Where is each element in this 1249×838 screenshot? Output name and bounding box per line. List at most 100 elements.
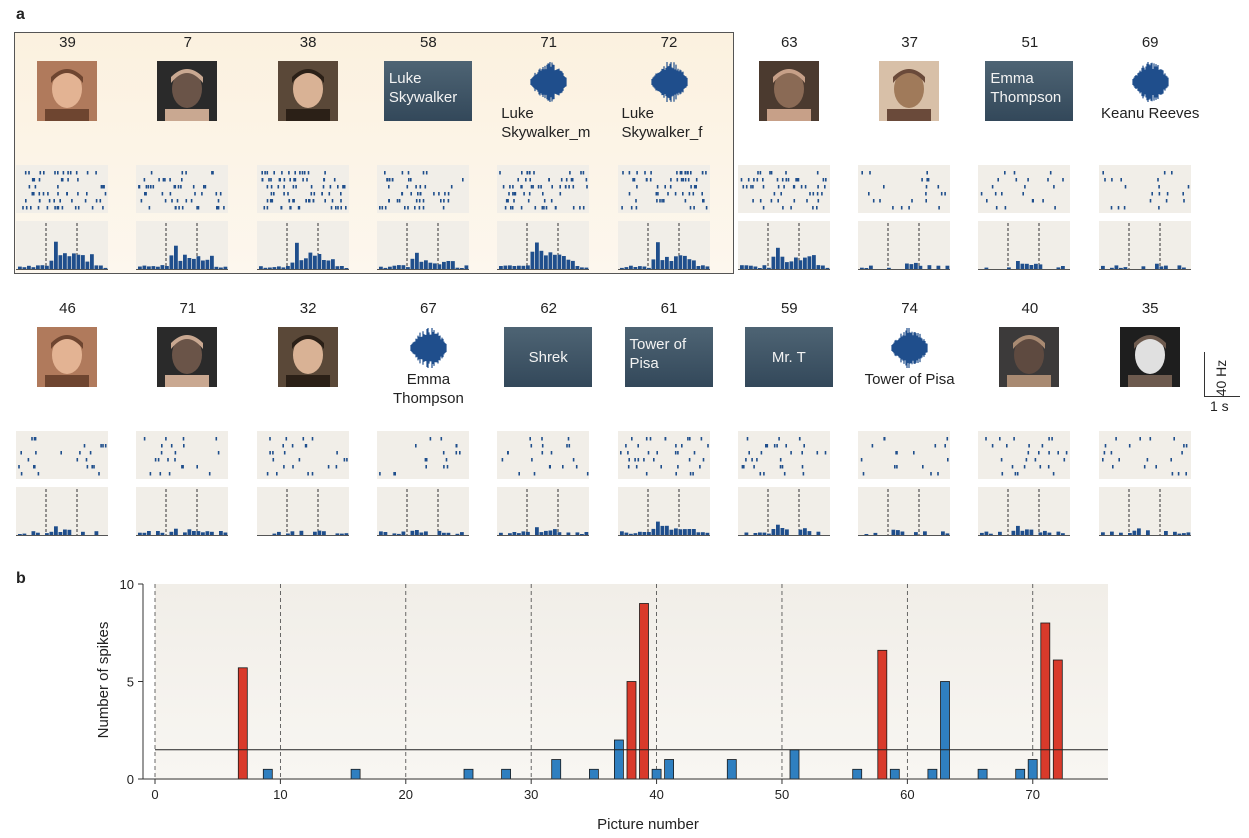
spike-raster bbox=[376, 431, 469, 479]
spike-count-chart: 0 10 20 30 40 50 60 70 0 5 10 Picture number Numbe… bbox=[95, 577, 1108, 833]
chart-grid bbox=[154, 584, 1034, 779]
bar-nonresponsive bbox=[1015, 768, 1026, 780]
psth-histogram bbox=[16, 487, 108, 536]
psth-histogram bbox=[16, 221, 108, 270]
stimulus-number: 38 bbox=[299, 34, 317, 51]
bar-nonresponsive bbox=[940, 681, 950, 780]
bar-nonresponsive bbox=[889, 768, 900, 780]
text-stimulus: Mr. T bbox=[744, 327, 833, 387]
stimulus-caption: Keanu Reeves bbox=[1100, 105, 1200, 122]
psth-histogram bbox=[737, 221, 830, 270]
stimulus-cell: 63 bbox=[732, 34, 847, 279]
stimulus-cell: 46 bbox=[10, 300, 125, 545]
luke-skywalker-highlight-box bbox=[14, 32, 734, 274]
chart-axes: 0 10 20 30 40 50 60 70 0 5 10 bbox=[120, 577, 1108, 802]
spike-raster bbox=[737, 165, 830, 213]
text-stimulus: Emma Thompson bbox=[985, 61, 1074, 121]
face-photo bbox=[157, 61, 218, 121]
scale-bar-horizontal-label: 1 s bbox=[1210, 398, 1229, 414]
stimulus-cell: 37 bbox=[852, 34, 967, 279]
stimulus-cell: 40 bbox=[972, 300, 1087, 545]
stimulus-number: 40 bbox=[1021, 300, 1039, 317]
x-tick-label: 50 bbox=[775, 787, 789, 802]
spike-raster bbox=[737, 431, 830, 479]
spike-raster bbox=[1098, 165, 1191, 213]
psth-histogram bbox=[1098, 487, 1191, 536]
text-stimulus: Shrek bbox=[504, 327, 593, 387]
stimulus-caption: Luke Skywalker_f bbox=[621, 105, 703, 141]
audio-waveform-icon bbox=[650, 62, 688, 102]
stimulus-caption: Tower of Pisa bbox=[864, 371, 955, 388]
face-photo bbox=[277, 327, 338, 387]
bar-responsive bbox=[1040, 622, 1051, 780]
bar-nonresponsive bbox=[789, 749, 800, 780]
bar-nonresponsive bbox=[664, 759, 674, 780]
stimulus-caption: Luke Skywalker_m bbox=[501, 105, 591, 141]
psth-histogram bbox=[136, 487, 229, 536]
psth-histogram bbox=[617, 487, 710, 536]
stimulus-cell: 35 bbox=[1093, 300, 1208, 545]
stimulus-number: 61 bbox=[660, 300, 678, 317]
stimulus-number: 59 bbox=[780, 300, 798, 317]
spike-raster bbox=[858, 431, 951, 479]
spike-raster bbox=[16, 165, 108, 213]
spike-raster bbox=[617, 165, 710, 213]
bar-responsive bbox=[626, 681, 637, 780]
bar-nonresponsive bbox=[551, 759, 562, 780]
stimulus-cell: 61 Tower of Pisa bbox=[612, 300, 727, 545]
stimulus-cell: 67 Emma Thompson bbox=[371, 300, 486, 545]
bar-nonresponsive bbox=[977, 768, 988, 780]
stimulus-cell: 71 bbox=[130, 300, 245, 545]
y-tick-label: 10 bbox=[120, 577, 134, 592]
y-tick-label: 5 bbox=[127, 675, 134, 690]
psth-histogram bbox=[376, 221, 469, 270]
stimulus-cell: 38 bbox=[251, 34, 366, 279]
stimulus-cell: 71 Luke Skywalker_m bbox=[491, 34, 606, 279]
psth-histogram bbox=[497, 221, 590, 270]
x-tick-label: 30 bbox=[524, 787, 538, 802]
stimulus-number: 71 bbox=[540, 34, 558, 51]
stimulus-number: 51 bbox=[1021, 34, 1039, 51]
face-photo bbox=[1119, 327, 1180, 387]
bar-nonresponsive bbox=[651, 768, 662, 780]
psth-histogram bbox=[1098, 221, 1191, 270]
text-stimulus: Luke Skywalker bbox=[383, 61, 472, 121]
stimulus-number: 67 bbox=[420, 300, 437, 317]
panel-a-label: a bbox=[16, 6, 25, 23]
psth-histogram bbox=[978, 221, 1071, 270]
bar-nonresponsive bbox=[463, 768, 474, 780]
bar-responsive bbox=[877, 649, 888, 780]
stimulus-cell: 7 bbox=[130, 34, 245, 279]
face-photo bbox=[277, 61, 338, 121]
stimulus-number: 35 bbox=[1141, 300, 1159, 317]
stimulus-number: 37 bbox=[901, 34, 918, 51]
bar-nonresponsive bbox=[852, 768, 863, 780]
spike-raster bbox=[256, 165, 349, 213]
panel-b-label: b bbox=[16, 570, 26, 587]
psth-histogram bbox=[376, 487, 469, 536]
psth-histogram bbox=[737, 487, 830, 536]
spike-raster bbox=[1098, 431, 1191, 479]
spike-raster bbox=[978, 165, 1071, 213]
x-tick-label: 40 bbox=[649, 787, 663, 802]
spike-raster bbox=[858, 165, 951, 213]
spike-raster bbox=[256, 431, 349, 479]
stimulus-number: 63 bbox=[780, 34, 798, 51]
x-tick-label: 0 bbox=[151, 787, 158, 802]
y-tick-label: 0 bbox=[127, 772, 134, 787]
psth-histogram bbox=[858, 487, 951, 536]
stimulus-cell: 72 Luke Skywalker_f bbox=[612, 34, 727, 279]
psth-histogram bbox=[617, 221, 710, 270]
spike-raster bbox=[16, 431, 108, 479]
bar-nonresponsive bbox=[614, 739, 624, 780]
stimulus-caption: Emma Thompson bbox=[392, 371, 464, 407]
audio-waveform-icon bbox=[1132, 62, 1169, 102]
bar-nonresponsive bbox=[262, 768, 273, 780]
stimulus-number: 69 bbox=[1141, 34, 1159, 51]
bar-responsive bbox=[237, 667, 248, 780]
psth-histogram bbox=[978, 487, 1071, 536]
stimulus-cell: 58 Luke Skywalker bbox=[371, 34, 486, 279]
x-tick-label: 10 bbox=[273, 787, 287, 802]
chart-bars bbox=[237, 603, 1063, 780]
stimulus-number: 32 bbox=[299, 300, 317, 317]
